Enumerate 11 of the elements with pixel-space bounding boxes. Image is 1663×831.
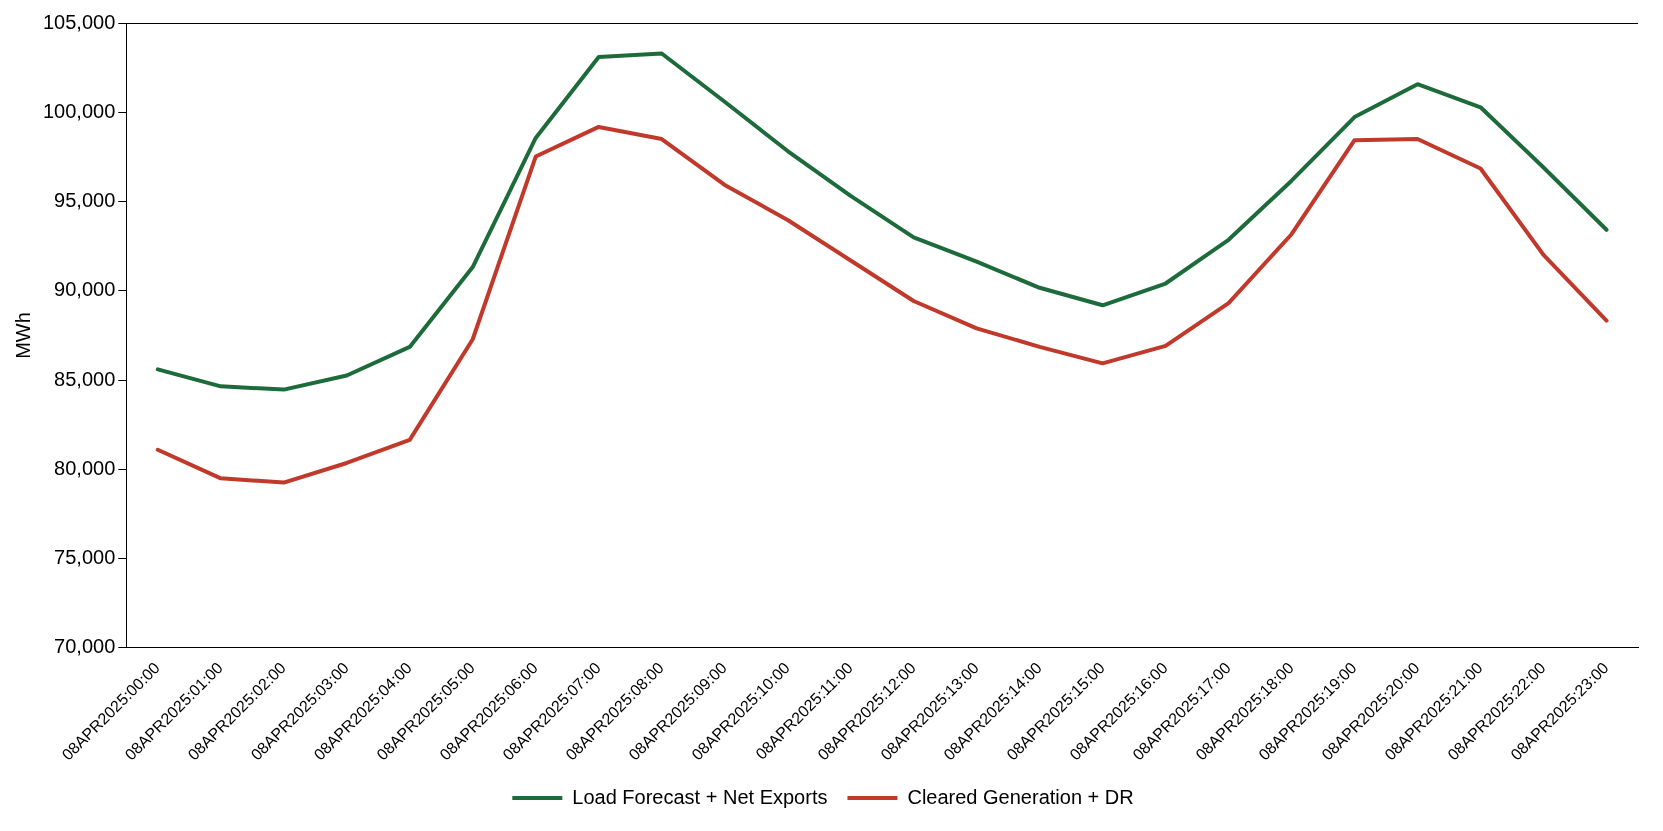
y-tick-label: 95,000 (54, 189, 116, 212)
y-tick-label: 100,000 (43, 99, 116, 122)
y-tick-label: 85,000 (54, 367, 116, 390)
y-axis-title: MWh (11, 312, 34, 359)
legend-label: Load Forecast + Net Exports (572, 785, 828, 808)
legend-label: Cleared Generation + DR (907, 785, 1134, 808)
y-tick-label: 80,000 (54, 456, 116, 479)
y-tick-label: 105,000 (43, 10, 116, 33)
y-tick-label: 75,000 (54, 546, 116, 569)
y-tick-label: 90,000 (54, 278, 116, 301)
y-tick-label: 70,000 (54, 635, 116, 658)
